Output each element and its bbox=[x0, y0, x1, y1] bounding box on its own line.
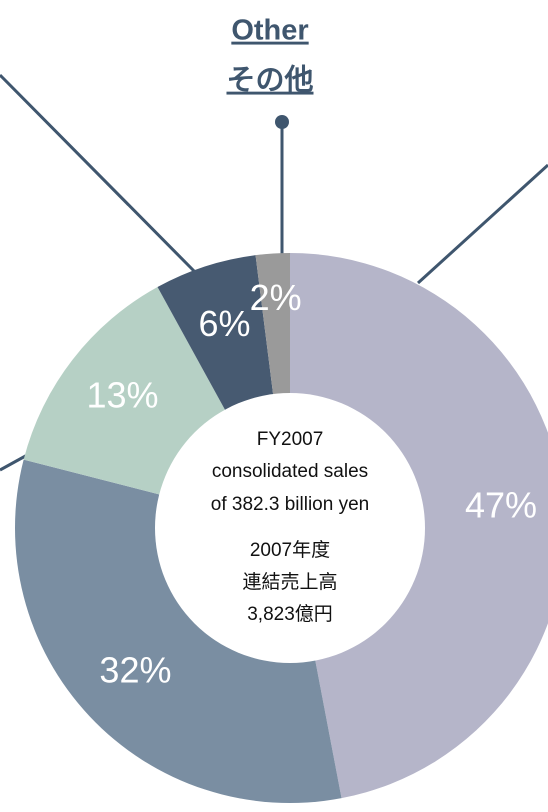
category-label: Other bbox=[231, 15, 308, 47]
value-label: 13% bbox=[86, 375, 158, 416]
donut-hole bbox=[155, 393, 425, 663]
center-text: 連結売上高 bbox=[242, 571, 337, 593]
category-subtitle: その他 bbox=[226, 64, 313, 97]
leader-line bbox=[0, 73, 197, 274]
center-text: 3,823億円 bbox=[247, 603, 333, 625]
leader-dot bbox=[275, 115, 289, 129]
leader-line bbox=[416, 163, 548, 285]
value-label: 47% bbox=[465, 485, 537, 526]
center-text: consolidated sales bbox=[212, 461, 368, 482]
center-text: FY2007 bbox=[257, 429, 324, 450]
center-text: of 382.3 billion yen bbox=[211, 494, 369, 515]
value-label: 32% bbox=[99, 650, 171, 691]
value-label: 2% bbox=[250, 277, 302, 318]
value-label: 6% bbox=[198, 303, 250, 344]
center-text: 2007年度 bbox=[250, 539, 330, 561]
